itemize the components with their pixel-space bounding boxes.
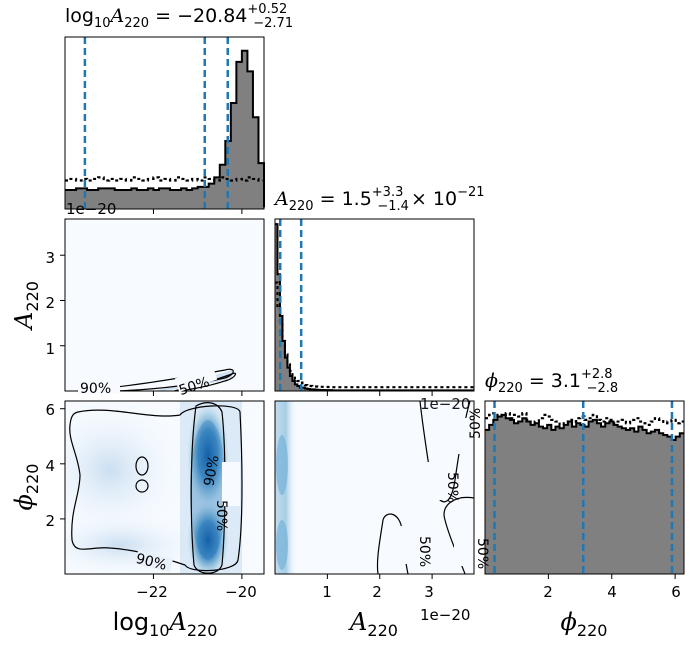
quantile-lines <box>83 37 674 574</box>
contour-label-90-b: 90% <box>201 454 222 487</box>
contour-label-90-a: 90% <box>80 381 111 397</box>
ylabel-A220: A220 <box>10 281 42 331</box>
xtick-phi-4: 4 <box>607 583 617 601</box>
contour-label-50-c: 50% <box>444 472 460 503</box>
contour-label-mask-8 <box>454 528 472 566</box>
xtick-log10-m22: −22 <box>136 583 168 601</box>
offset-text-hidden-c: 1e−20 <box>420 395 470 413</box>
hist-log10A220-posterior-line <box>65 49 265 208</box>
axis-ticks <box>60 209 676 579</box>
xlabel-A220: A220 <box>348 608 398 640</box>
ytick-phi-4: 4 <box>45 457 55 475</box>
density-strip-spot-1 <box>276 435 288 495</box>
contour-label-mask-1 <box>78 380 120 394</box>
panel-border-2 <box>64 218 265 392</box>
xlabel-phi220: ϕ220 <box>561 608 608 640</box>
xtick-A-2: 2 <box>372 583 382 601</box>
contour-label-90-c: 90% <box>134 551 168 574</box>
contour-label-50-d: 50% <box>416 536 432 567</box>
xtick-A-3: 3 <box>424 583 434 601</box>
panel-border-1 <box>64 36 265 210</box>
contour-label-mask-2 <box>174 366 218 392</box>
contour-label-50-f: 50% <box>468 408 484 439</box>
panel-hist-A220-bg <box>275 219 474 391</box>
density-ridge-2d-A <box>154 370 232 391</box>
contour-label-mask-6 <box>424 462 442 500</box>
ytick-A-1: 1 <box>45 340 55 358</box>
xtick-phi-2: 2 <box>543 583 553 601</box>
panel-border-3 <box>274 218 475 392</box>
hist-log10A220-prior-line <box>65 176 264 182</box>
contour-label-mask-9 <box>454 418 472 454</box>
hist-A220 <box>275 223 474 392</box>
density-background-bottom <box>65 510 210 574</box>
panel-border-4 <box>64 400 265 575</box>
contour-label-mask-5 <box>134 549 174 573</box>
title-A220: A220 = 1.5+3.3 −1.4 × 10−21 <box>273 185 485 214</box>
contour-50-2d-B <box>190 402 226 574</box>
density-core <box>190 420 226 560</box>
hist-A220-prior-line <box>275 281 474 389</box>
contour-label-mask-3 <box>222 462 240 506</box>
ytick-A-3: 3 <box>45 249 55 267</box>
panel-titles: log10A220 = −20.84+0.52 −2.71 A220 = 1.5+… <box>65 2 618 396</box>
ytick-A-2: 2 <box>45 294 55 312</box>
contour-island-2 <box>135 479 149 493</box>
density-background-left <box>65 401 190 545</box>
offset-text-bottom: 1e−20 <box>420 606 470 624</box>
ytick-phi-6: 6 <box>45 401 55 419</box>
xlabel-log10A220: log10A220 <box>113 608 218 640</box>
panel-border-6 <box>484 400 685 575</box>
contour-label-50-e: 50% <box>474 538 490 569</box>
xtick-log10-m20: −20 <box>225 583 257 601</box>
contour-label-50-b: 50% <box>213 500 229 531</box>
density-peak-upper <box>186 401 230 510</box>
ytick-phi-2: 2 <box>45 512 55 530</box>
hist-phi220-prior-line <box>485 412 684 426</box>
offset-text-top-left: 1e−20 <box>66 200 116 218</box>
contour-90-2d-A <box>70 368 234 391</box>
density-strip-spot-2 <box>276 520 288 570</box>
title-phi220: ϕ220 = 3.1+2.8 −2.8 <box>485 367 618 396</box>
contour-island-1 <box>135 456 149 476</box>
axis-labels: log10A220 A220 ϕ220 A220 ϕ220 <box>10 281 607 640</box>
contour-50-2d-C <box>419 401 471 503</box>
contour-label-mask-7 <box>396 526 414 564</box>
ylabel-phi220: ϕ220 <box>10 464 42 511</box>
panel-2d-A220-vs-log10A220-bg <box>65 219 264 391</box>
xtick-A-1: 1 <box>322 583 332 601</box>
title-log10A220: log10A220 = −20.84+0.52 −2.71 <box>65 2 293 31</box>
tick-labels: −22 −20 1 2 3 2 4 6 1 2 3 2 4 6 1e−20 1e… <box>45 200 680 624</box>
xtick-phi-6: 6 <box>671 583 681 601</box>
density-peak-lower <box>186 500 230 574</box>
hist-A220-posterior-line <box>275 223 474 392</box>
contour-labels: 90% 50% 90% 50% 90% 50% 50% 50% 50% <box>78 366 490 574</box>
panel-border-5 <box>274 400 475 575</box>
contour-90-2d-B <box>69 405 243 572</box>
